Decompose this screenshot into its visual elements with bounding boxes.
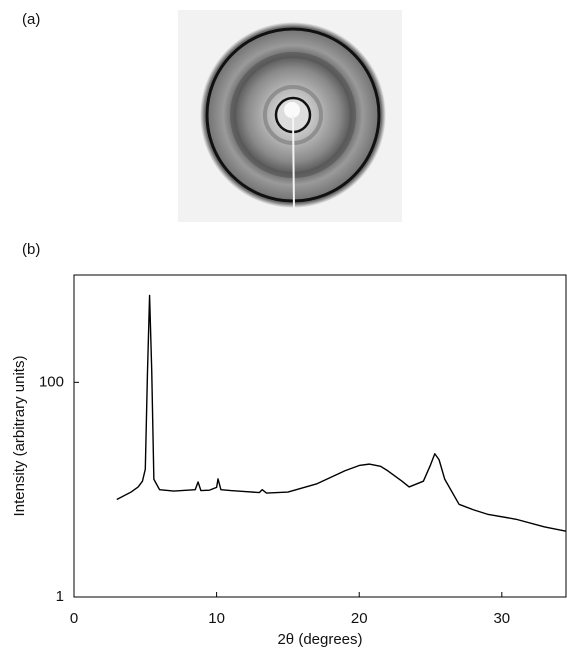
x-tick-label: 20 [351,610,368,627]
x-tick-label: 30 [493,610,510,627]
data-line [116,294,567,532]
panel-label: (a) [22,11,40,28]
y-tick-label: 100 [39,373,64,390]
y-tick-label: 1 [56,588,64,605]
x-axis-label: 2θ (degrees) [277,631,362,648]
y-axis-label: Intensity (arbitrary units) [11,356,28,517]
panel-label: (b) [22,241,40,258]
diffraction-image [178,10,402,222]
x-tick-label: 0 [70,610,78,627]
x-tick-label: 10 [208,610,225,627]
plot-frame [73,274,567,598]
